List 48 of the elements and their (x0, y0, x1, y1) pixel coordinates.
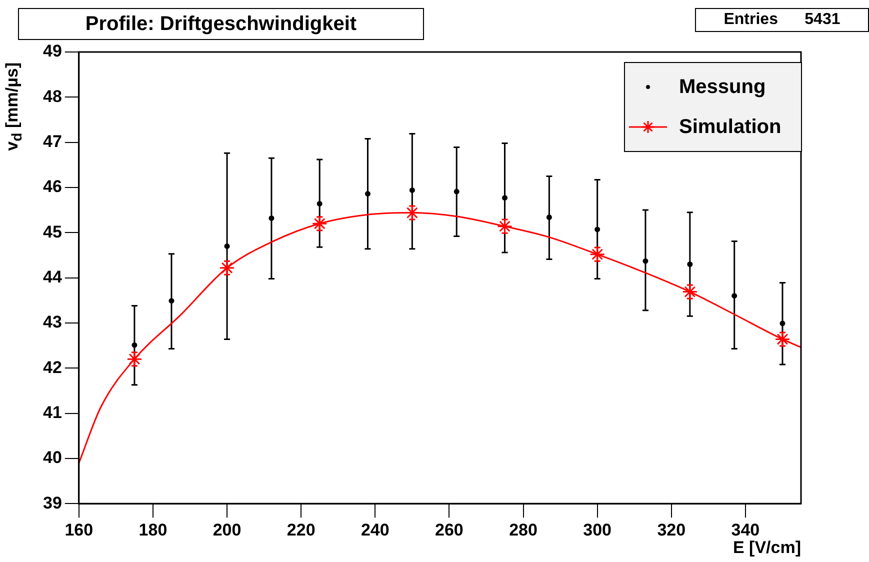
y-tick-label: 49 (42, 42, 62, 61)
point (219, 260, 235, 276)
point (454, 188, 460, 194)
x-tick-label: 220 (286, 520, 316, 540)
chart-title: Profile: Driftgeschwindigkeit (18, 8, 424, 40)
x-axis-title: E [V/cm] (732, 538, 801, 558)
y-tick-label: 45 (42, 222, 62, 242)
point (546, 214, 552, 220)
legend-label: Messung (679, 76, 766, 98)
y-tick-label: 39 (42, 493, 62, 512)
point (642, 258, 648, 264)
x-tick-label: 160 (64, 520, 94, 540)
x-tick-label: 320 (657, 520, 686, 540)
point (126, 351, 142, 367)
x-tick-label: 280 (509, 520, 538, 540)
y-tick-label: 48 (42, 86, 62, 106)
y-tick-label: 40 (42, 448, 62, 468)
point (404, 205, 420, 221)
point (780, 320, 786, 326)
point (774, 331, 790, 347)
point (502, 195, 508, 201)
y-tick-label: 43 (42, 312, 62, 332)
point (224, 243, 230, 249)
y-tick-label: 47 (42, 132, 62, 152)
x-tick-label: 340 (731, 520, 760, 540)
legend-label: Simulation (679, 116, 782, 138)
text: Entries 5431 (695, 8, 869, 32)
point (268, 215, 274, 221)
x-tick-label: 260 (435, 520, 464, 540)
x-tick-label: 300 (583, 520, 612, 540)
y-tick-label: 41 (42, 402, 62, 422)
point (316, 200, 322, 206)
y-tick-label: 46 (42, 177, 62, 196)
point (409, 187, 415, 193)
point (682, 284, 698, 300)
x-tick-label: 180 (138, 520, 168, 540)
point (594, 226, 600, 232)
point (732, 293, 738, 299)
point (312, 216, 328, 232)
point (687, 262, 693, 267)
point (168, 298, 174, 304)
y-tick-label: 44 (42, 267, 62, 286)
point (364, 191, 370, 197)
y-tick-label: 42 (42, 358, 62, 377)
point (132, 342, 138, 348)
x-tick-label: 200 (212, 520, 242, 540)
point (590, 246, 606, 262)
x-tick-label: 240 (360, 520, 390, 540)
